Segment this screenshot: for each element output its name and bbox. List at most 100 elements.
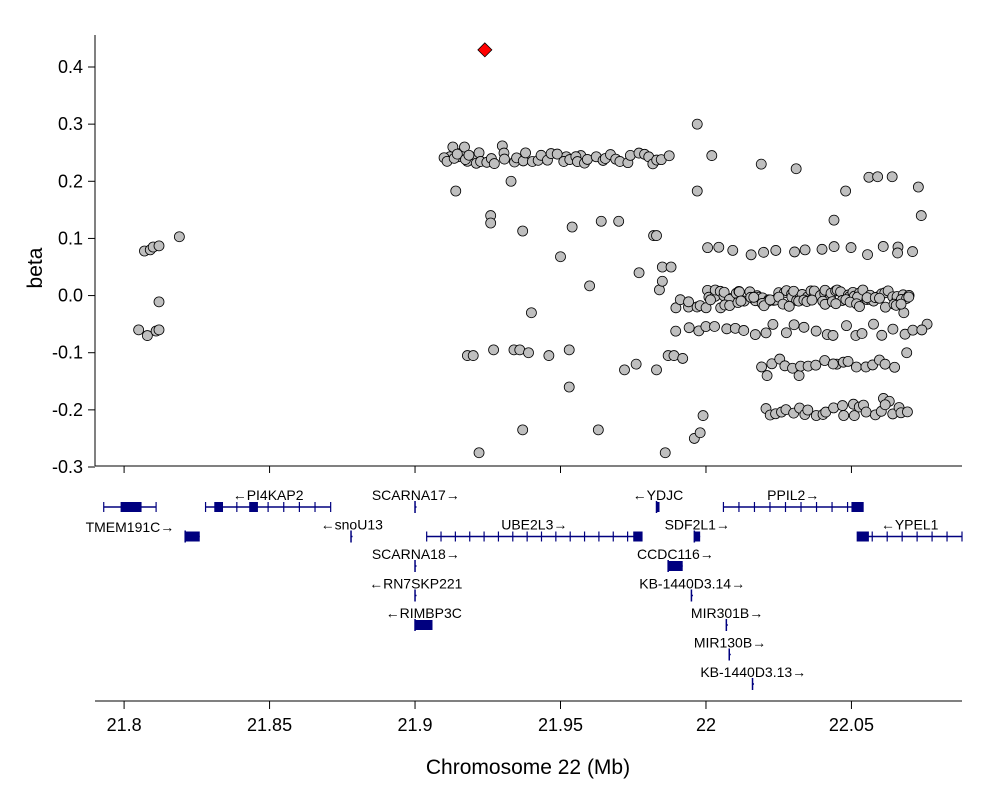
snp-point: [806, 294, 818, 306]
snp-point: [523, 347, 534, 359]
gene: ←YDJC: [633, 487, 683, 513]
exon-block: [851, 502, 864, 512]
gene-label: SCARNA18→: [372, 546, 460, 562]
snp-point: [879, 358, 891, 370]
snp-point: [841, 320, 852, 332]
snp-point: [907, 246, 918, 257]
snp-point: [766, 358, 778, 370]
x-tick-label: 21.85: [247, 715, 292, 735]
snp-point: [563, 344, 575, 356]
exon-block: [857, 531, 869, 542]
snp-point: [670, 325, 682, 337]
x-axis-title: Chromosome 22 (Mb): [426, 756, 630, 779]
snp-point: [915, 210, 927, 221]
snp-point: [691, 118, 703, 130]
snp-point: [838, 410, 850, 421]
exon-block: [633, 531, 642, 542]
snp-point: [802, 404, 814, 416]
snp-point: [828, 402, 839, 414]
snp-point: [902, 406, 913, 418]
snp-point: [799, 244, 811, 256]
snp-point: [854, 301, 865, 312]
exon-block: [668, 561, 683, 571]
gene-label: KB-1440D3.13→: [700, 664, 806, 680]
snp-point: [463, 149, 475, 161]
snp-point: [877, 241, 889, 252]
gene-label: KB-1440D3.14→: [639, 576, 745, 592]
gene-track: TMEM191C→ ←PI4KAP2 ←snoU13 SCARNA17→ UBE2L3→…: [86, 487, 963, 690]
snp-point: [758, 246, 769, 258]
snp-point: [889, 361, 901, 373]
gene-label: ←PI4KAP2: [233, 487, 304, 503]
gene-label: ←snoU13: [321, 517, 383, 533]
gene-label: SDF2L1→: [665, 517, 730, 533]
x-tick-label: 21.9: [398, 715, 433, 735]
snp-point: [488, 344, 499, 356]
axes: -0.3 -0.2 -0.1 0.0 0.1 0.2 0.3 0.4 21.8 21.85 21.9…: [52, 35, 962, 735]
exon-block: [249, 502, 258, 512]
gene-label: PPIL2→: [767, 487, 819, 503]
y-tick-label: -0.1: [52, 343, 83, 363]
exon-block: [185, 531, 200, 542]
snp-point: [727, 244, 739, 256]
snp-point: [789, 246, 800, 258]
gene: ←snoU13: [321, 517, 383, 543]
y-axis-title: beta: [24, 247, 47, 288]
snp-point: [499, 153, 510, 165]
snp-point: [735, 295, 747, 307]
snp-point: [879, 399, 891, 411]
snp-point: [697, 410, 709, 421]
snp-point: [810, 359, 822, 371]
snp-point: [738, 325, 750, 336]
snp-point: [827, 358, 839, 370]
snp-point: [840, 185, 852, 197]
y-tick-label: 0.0: [58, 286, 83, 306]
snp-point: [659, 447, 671, 459]
gene: UBE2L3→: [426, 517, 643, 542]
snp-point: [677, 353, 689, 364]
snp-point: [517, 225, 529, 237]
exon-block: [656, 502, 660, 512]
snp-point: [543, 350, 555, 361]
gene: ←PI4KAP2: [204, 487, 332, 512]
snp-point: [810, 325, 822, 337]
snp-point: [713, 241, 725, 253]
x-tick-label: 22: [696, 715, 716, 735]
snp-point: [613, 215, 625, 227]
snp-point: [450, 185, 462, 197]
snp-point: [718, 286, 730, 298]
snp-point: [485, 217, 497, 229]
snp-point: [755, 158, 767, 170]
snp-point: [141, 330, 153, 341]
snp-point: [886, 171, 898, 183]
snp-point: [895, 298, 907, 310]
snp-point: [467, 350, 479, 361]
snp-point: [551, 148, 563, 160]
snp-point: [860, 406, 872, 418]
snp-point: [670, 302, 682, 314]
snp-point: [651, 230, 662, 241]
gene: ←YPEL1: [856, 517, 963, 542]
snp-point: [767, 318, 779, 330]
snp-point: [563, 381, 575, 393]
gene-label: TMEM191C→: [86, 519, 175, 535]
snp-point: [706, 150, 718, 161]
y-tick-label: -0.2: [52, 400, 83, 420]
snp-point: [517, 424, 529, 436]
snp-point: [749, 329, 761, 340]
snp-point: [663, 150, 675, 162]
gene: PPIL2→: [722, 487, 864, 512]
snp-point: [153, 324, 165, 336]
snp-point: [451, 148, 463, 160]
snp-point: [153, 240, 165, 252]
points-layer: [133, 42, 933, 459]
snp-point: [705, 294, 716, 306]
snp-point: [770, 245, 782, 256]
exon-block: [415, 620, 433, 630]
gene-label: SCARNA17→: [372, 487, 460, 503]
snp-point: [520, 147, 531, 159]
snp-point: [683, 296, 694, 308]
x-tick-label: 21.95: [538, 715, 583, 735]
y-tick-label: 0.3: [58, 114, 83, 134]
